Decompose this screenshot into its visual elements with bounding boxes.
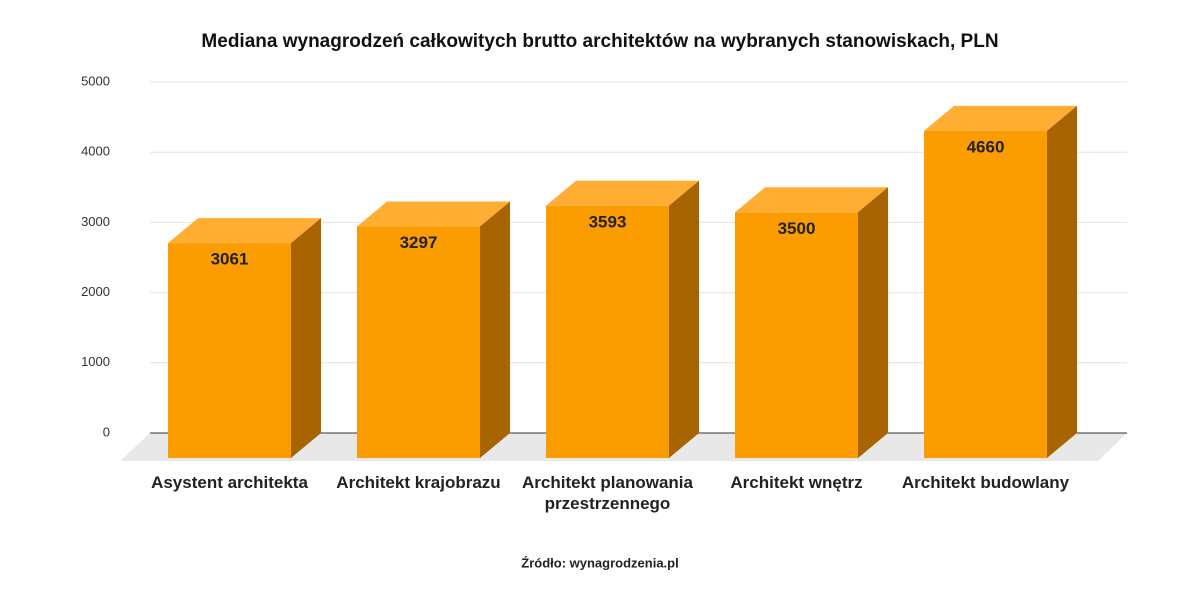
y-tick-label: 2000 [81, 284, 110, 299]
bar [357, 226, 480, 458]
bar [924, 130, 1047, 459]
bar-side [669, 180, 699, 458]
bar-top [924, 105, 1077, 131]
bar-top [546, 180, 699, 206]
bar-side [291, 218, 321, 458]
value-label: 3061 [211, 250, 249, 269]
bar-top [735, 187, 888, 213]
x-tick-label: Architekt wnętrz [730, 473, 863, 492]
bar-side [858, 187, 888, 459]
bar-side [480, 201, 510, 458]
value-label: 3297 [400, 233, 438, 252]
x-tick-label: Architekt budowlany [901, 473, 1070, 492]
y-tick-label: 3000 [81, 214, 110, 229]
bar [735, 212, 858, 458]
bar [546, 205, 669, 458]
source: Źródło: wynagrodzenia.pl [521, 555, 678, 570]
y-tick-label: 1000 [81, 354, 110, 369]
y-tick-label: 0 [103, 424, 110, 439]
bar-side [1047, 105, 1077, 459]
x-tick-label: Architekt krajobrazu [336, 473, 501, 492]
x-tick-label: Architekt planowania przestrzennego [522, 473, 693, 513]
bar-top [168, 218, 321, 244]
y-tick-label: 4000 [81, 144, 110, 159]
x-tick-label: Asystent architekta [151, 473, 308, 492]
value-label: 4660 [967, 137, 1005, 156]
bar-top [357, 201, 510, 227]
y-tick-label: 5000 [81, 73, 110, 88]
chart-title: Mediana wynagrodzeń całkowitych brutto a… [201, 31, 998, 52]
bar [168, 243, 291, 458]
value-label: 3593 [589, 212, 627, 231]
value-label: 3500 [778, 219, 816, 238]
